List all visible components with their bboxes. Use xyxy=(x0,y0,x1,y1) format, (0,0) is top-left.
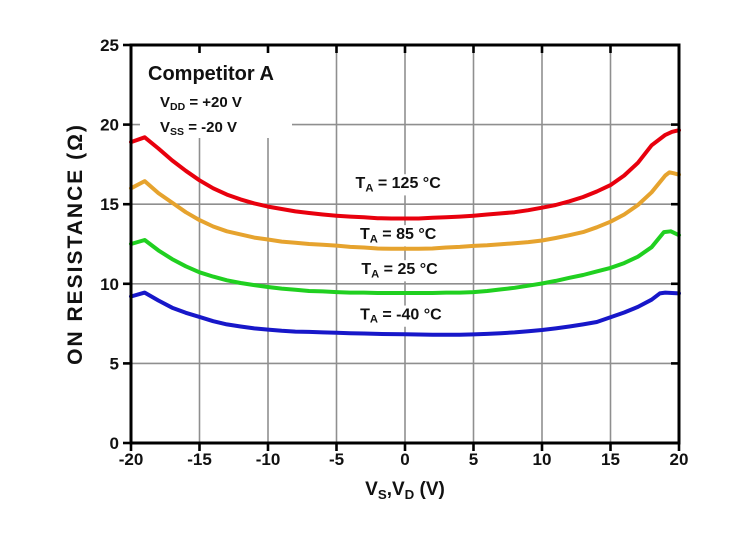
x-tick-label: -15 xyxy=(187,450,212,469)
series-label-background xyxy=(355,225,441,247)
series-line-85C xyxy=(129,170,681,251)
series-line-25C xyxy=(129,229,681,295)
x-axis-title: VS,VD (V) xyxy=(365,479,445,502)
series-line--40C xyxy=(129,290,681,337)
x-tick-label: 20 xyxy=(670,450,689,469)
series-lines xyxy=(129,128,681,337)
x-tick-label: 10 xyxy=(533,450,552,469)
condition-label: VDD = +20 V xyxy=(160,94,242,113)
series-line-125C xyxy=(129,128,681,221)
series-label-background xyxy=(351,174,446,196)
series-label--40C: TA = -40 °C xyxy=(360,307,442,326)
y-tick-label: 25 xyxy=(100,36,119,55)
x-tick-label: -10 xyxy=(256,450,281,469)
plot-frame xyxy=(123,43,681,451)
x-tick-label: 0 xyxy=(400,450,409,469)
y-tick-label: 0 xyxy=(110,434,119,453)
series-label-125C: TA = 125 °C xyxy=(356,175,442,194)
series-label-85C: TA = 85 °C xyxy=(360,226,437,245)
axis-text: ON RESISTANCE (Ω) -20 -15 -10 -5 0 5 10 15 20 0 5 1… xyxy=(64,36,688,502)
y-tick-label: 20 xyxy=(100,116,119,135)
plot-annotations: Competitor A VDD = +20 V VSS = -20 V TA = … xyxy=(140,50,447,327)
x-tick-label: 15 xyxy=(601,450,620,469)
plot-border xyxy=(129,43,681,445)
x-tick-label: -20 xyxy=(119,450,144,469)
chart-title: Competitor A xyxy=(148,63,274,85)
series-label-background xyxy=(356,305,447,327)
title-background xyxy=(140,50,292,138)
series-label-group: TA = 125 °C xyxy=(351,174,446,196)
y-axis-title: ON RESISTANCE (Ω) xyxy=(64,123,87,365)
y-tick-label: 10 xyxy=(100,275,119,294)
y-tick-label: 15 xyxy=(100,195,119,214)
series-label-group: TA = 85 °C xyxy=(355,225,441,247)
series-label-background xyxy=(357,260,443,282)
series-label-group: TA = 25 °C xyxy=(357,260,443,282)
x-tick-label: -5 xyxy=(329,450,344,469)
x-tick-label: 5 xyxy=(469,450,478,469)
y-tick-label: 5 xyxy=(110,354,119,373)
series-label-25C: TA = 25 °C xyxy=(361,261,438,280)
condition-label: VSS = -20 V xyxy=(160,119,237,138)
series-label-group: TA = -40 °C xyxy=(356,305,447,327)
